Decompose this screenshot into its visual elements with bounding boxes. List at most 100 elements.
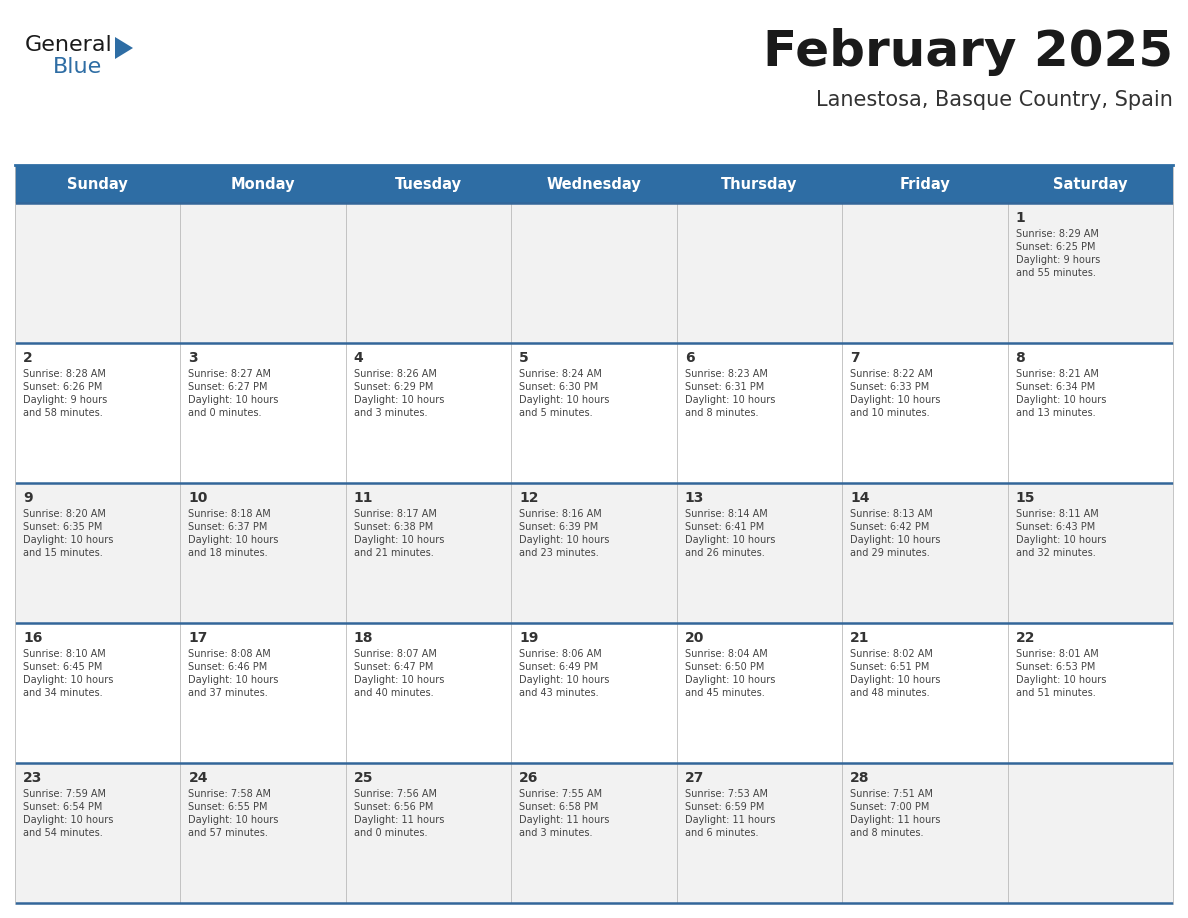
Polygon shape bbox=[115, 37, 133, 59]
Text: Daylight: 10 hours: Daylight: 10 hours bbox=[851, 395, 941, 405]
Text: and 55 minutes.: and 55 minutes. bbox=[1016, 268, 1095, 278]
Text: Daylight: 10 hours: Daylight: 10 hours bbox=[189, 395, 279, 405]
Text: 18: 18 bbox=[354, 631, 373, 645]
Text: Sunrise: 8:29 AM: Sunrise: 8:29 AM bbox=[1016, 229, 1099, 239]
Text: 25: 25 bbox=[354, 771, 373, 785]
Bar bbox=[15, 623, 181, 763]
Text: Sunset: 6:38 PM: Sunset: 6:38 PM bbox=[354, 522, 434, 532]
Text: Sunset: 6:59 PM: Sunset: 6:59 PM bbox=[684, 802, 764, 812]
Bar bbox=[15, 165, 1173, 203]
Text: 1: 1 bbox=[1016, 211, 1025, 225]
Bar bbox=[1007, 483, 1173, 623]
Text: and 8 minutes.: and 8 minutes. bbox=[851, 828, 923, 838]
Text: Sunrise: 7:53 AM: Sunrise: 7:53 AM bbox=[684, 789, 767, 799]
Text: Sunset: 7:00 PM: Sunset: 7:00 PM bbox=[851, 802, 929, 812]
Text: and 37 minutes.: and 37 minutes. bbox=[189, 688, 268, 698]
Text: Sunset: 6:47 PM: Sunset: 6:47 PM bbox=[354, 662, 434, 672]
Text: Sunrise: 8:11 AM: Sunrise: 8:11 AM bbox=[1016, 509, 1099, 519]
Text: and 32 minutes.: and 32 minutes. bbox=[1016, 548, 1095, 558]
Text: 20: 20 bbox=[684, 631, 704, 645]
Text: Monday: Monday bbox=[230, 176, 296, 192]
Text: Daylight: 10 hours: Daylight: 10 hours bbox=[354, 395, 444, 405]
Bar bbox=[1007, 623, 1173, 763]
Text: 14: 14 bbox=[851, 491, 870, 505]
Text: Sunrise: 8:21 AM: Sunrise: 8:21 AM bbox=[1016, 369, 1099, 379]
Text: Sunset: 6:39 PM: Sunset: 6:39 PM bbox=[519, 522, 599, 532]
Text: 15: 15 bbox=[1016, 491, 1035, 505]
Text: Sunrise: 7:55 AM: Sunrise: 7:55 AM bbox=[519, 789, 602, 799]
Text: 9: 9 bbox=[23, 491, 32, 505]
Text: 28: 28 bbox=[851, 771, 870, 785]
Text: Sunrise: 8:17 AM: Sunrise: 8:17 AM bbox=[354, 509, 437, 519]
Text: and 6 minutes.: and 6 minutes. bbox=[684, 828, 758, 838]
Bar bbox=[346, 203, 511, 343]
Text: 21: 21 bbox=[851, 631, 870, 645]
Text: 16: 16 bbox=[23, 631, 43, 645]
Text: Daylight: 9 hours: Daylight: 9 hours bbox=[23, 395, 107, 405]
Bar bbox=[181, 483, 346, 623]
Text: and 43 minutes.: and 43 minutes. bbox=[519, 688, 599, 698]
Text: Sunset: 6:45 PM: Sunset: 6:45 PM bbox=[23, 662, 102, 672]
Text: Sunset: 6:53 PM: Sunset: 6:53 PM bbox=[1016, 662, 1095, 672]
Text: Thursday: Thursday bbox=[721, 176, 797, 192]
Text: and 40 minutes.: and 40 minutes. bbox=[354, 688, 434, 698]
Text: and 3 minutes.: and 3 minutes. bbox=[519, 828, 593, 838]
Bar bbox=[842, 203, 1007, 343]
Bar bbox=[511, 763, 677, 903]
Text: and 51 minutes.: and 51 minutes. bbox=[1016, 688, 1095, 698]
Text: Wednesday: Wednesday bbox=[546, 176, 642, 192]
Bar bbox=[511, 623, 677, 763]
Bar bbox=[346, 343, 511, 483]
Text: Sunset: 6:51 PM: Sunset: 6:51 PM bbox=[851, 662, 929, 672]
Text: Daylight: 10 hours: Daylight: 10 hours bbox=[519, 395, 609, 405]
Text: Sunset: 6:37 PM: Sunset: 6:37 PM bbox=[189, 522, 267, 532]
Text: and 8 minutes.: and 8 minutes. bbox=[684, 408, 758, 418]
Text: and 10 minutes.: and 10 minutes. bbox=[851, 408, 930, 418]
Text: Sunrise: 7:58 AM: Sunrise: 7:58 AM bbox=[189, 789, 271, 799]
Text: Daylight: 10 hours: Daylight: 10 hours bbox=[519, 535, 609, 545]
Text: and 34 minutes.: and 34 minutes. bbox=[23, 688, 102, 698]
Text: Daylight: 10 hours: Daylight: 10 hours bbox=[684, 675, 775, 685]
Text: and 26 minutes.: and 26 minutes. bbox=[684, 548, 764, 558]
Text: Sunset: 6:42 PM: Sunset: 6:42 PM bbox=[851, 522, 929, 532]
Text: and 18 minutes.: and 18 minutes. bbox=[189, 548, 268, 558]
Text: Lanestosa, Basque Country, Spain: Lanestosa, Basque Country, Spain bbox=[816, 90, 1173, 110]
Bar bbox=[15, 343, 181, 483]
Text: Daylight: 9 hours: Daylight: 9 hours bbox=[1016, 255, 1100, 265]
Text: and 45 minutes.: and 45 minutes. bbox=[684, 688, 764, 698]
Text: and 15 minutes.: and 15 minutes. bbox=[23, 548, 102, 558]
Text: Saturday: Saturday bbox=[1053, 176, 1127, 192]
Text: 4: 4 bbox=[354, 351, 364, 365]
Text: General: General bbox=[25, 35, 113, 55]
Bar bbox=[346, 623, 511, 763]
Bar bbox=[842, 343, 1007, 483]
Text: Daylight: 11 hours: Daylight: 11 hours bbox=[684, 815, 775, 825]
Bar bbox=[15, 483, 181, 623]
Text: 11: 11 bbox=[354, 491, 373, 505]
Bar bbox=[181, 343, 346, 483]
Text: Daylight: 10 hours: Daylight: 10 hours bbox=[684, 395, 775, 405]
Text: Daylight: 10 hours: Daylight: 10 hours bbox=[189, 815, 279, 825]
Text: and 13 minutes.: and 13 minutes. bbox=[1016, 408, 1095, 418]
Text: 13: 13 bbox=[684, 491, 704, 505]
Bar bbox=[15, 763, 181, 903]
Text: and 54 minutes.: and 54 minutes. bbox=[23, 828, 102, 838]
Bar bbox=[1007, 343, 1173, 483]
Text: Sunday: Sunday bbox=[68, 176, 128, 192]
Text: Sunset: 6:58 PM: Sunset: 6:58 PM bbox=[519, 802, 599, 812]
Bar bbox=[511, 343, 677, 483]
Text: Sunrise: 8:23 AM: Sunrise: 8:23 AM bbox=[684, 369, 767, 379]
Text: Sunrise: 8:27 AM: Sunrise: 8:27 AM bbox=[189, 369, 271, 379]
Text: Sunset: 6:50 PM: Sunset: 6:50 PM bbox=[684, 662, 764, 672]
Text: Sunset: 6:26 PM: Sunset: 6:26 PM bbox=[23, 382, 102, 392]
Text: Sunset: 6:34 PM: Sunset: 6:34 PM bbox=[1016, 382, 1095, 392]
Bar bbox=[842, 483, 1007, 623]
Text: 5: 5 bbox=[519, 351, 529, 365]
Text: 23: 23 bbox=[23, 771, 43, 785]
Text: Daylight: 10 hours: Daylight: 10 hours bbox=[23, 815, 113, 825]
Text: Daylight: 10 hours: Daylight: 10 hours bbox=[189, 535, 279, 545]
Text: Sunset: 6:54 PM: Sunset: 6:54 PM bbox=[23, 802, 102, 812]
Text: 26: 26 bbox=[519, 771, 538, 785]
Text: Daylight: 10 hours: Daylight: 10 hours bbox=[354, 675, 444, 685]
Text: Daylight: 10 hours: Daylight: 10 hours bbox=[1016, 535, 1106, 545]
